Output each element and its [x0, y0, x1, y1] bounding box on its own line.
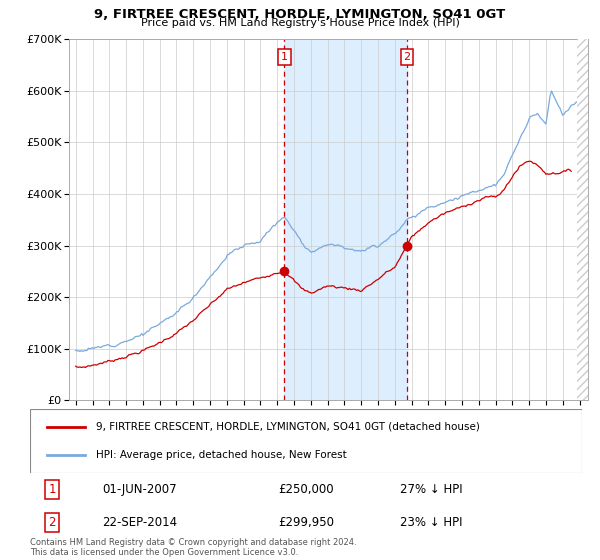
Bar	[577, 39, 588, 400]
Text: 23% ↓ HPI: 23% ↓ HPI	[400, 516, 463, 529]
FancyBboxPatch shape	[30, 409, 582, 473]
Text: 2: 2	[404, 52, 410, 62]
Text: 9, FIRTREE CRESCENT, HORDLE, LYMINGTON, SO41 0GT: 9, FIRTREE CRESCENT, HORDLE, LYMINGTON, …	[94, 8, 506, 21]
Text: 9, FIRTREE CRESCENT, HORDLE, LYMINGTON, SO41 0GT (detached house): 9, FIRTREE CRESCENT, HORDLE, LYMINGTON, …	[96, 422, 480, 432]
Text: Contains HM Land Registry data © Crown copyright and database right 2024.
This d: Contains HM Land Registry data © Crown c…	[30, 538, 356, 557]
Text: 22-SEP-2014: 22-SEP-2014	[102, 516, 177, 529]
Text: 2: 2	[49, 516, 56, 529]
Text: £250,000: £250,000	[278, 483, 334, 496]
Text: 27% ↓ HPI: 27% ↓ HPI	[400, 483, 463, 496]
Text: £299,950: £299,950	[278, 516, 334, 529]
Text: 01-JUN-2007: 01-JUN-2007	[102, 483, 176, 496]
Text: 1: 1	[281, 52, 288, 62]
Text: 1: 1	[49, 483, 56, 496]
Bar	[284, 39, 407, 400]
Text: HPI: Average price, detached house, New Forest: HPI: Average price, detached house, New …	[96, 450, 347, 460]
Bar	[577, 39, 588, 400]
Text: Price paid vs. HM Land Registry's House Price Index (HPI): Price paid vs. HM Land Registry's House …	[140, 18, 460, 29]
